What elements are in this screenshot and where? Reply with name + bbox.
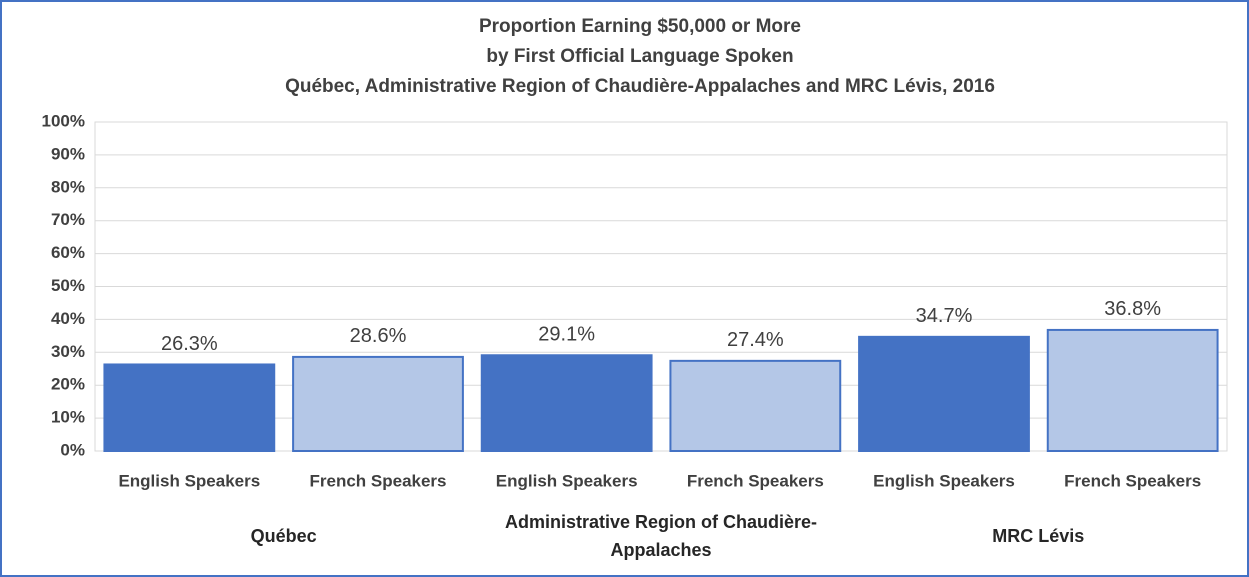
group-label: Administrative Region of Chaudière-Appal… xyxy=(504,512,818,560)
x-tick-label: French Speakers xyxy=(1064,471,1201,490)
x-tick-label: English Speakers xyxy=(873,471,1015,490)
y-tick-label: 0% xyxy=(60,440,85,459)
y-tick-label: 80% xyxy=(51,177,85,196)
bar xyxy=(292,355,464,453)
value-label: 36.8% xyxy=(1104,298,1161,320)
plot-border xyxy=(94,121,1228,452)
y-tick-label: 50% xyxy=(51,276,85,295)
value-label: 29.1% xyxy=(538,324,595,346)
x-tick-label: French Speakers xyxy=(687,471,824,490)
chart-title: Québec, Administrative Region of Chaudiè… xyxy=(285,76,995,97)
y-tick-label: 10% xyxy=(51,408,85,427)
x-tick-label: English Speakers xyxy=(118,471,260,490)
group-label: Québec xyxy=(250,526,317,546)
y-tick-label: 60% xyxy=(51,243,85,262)
bar xyxy=(1046,328,1219,453)
value-label: 34.7% xyxy=(916,305,973,327)
bar xyxy=(480,354,653,452)
y-tick-label: 30% xyxy=(51,342,85,361)
value-label: 28.6% xyxy=(350,325,407,347)
y-tick-label: 70% xyxy=(51,210,85,229)
y-tick-label: 100% xyxy=(42,111,85,130)
bar xyxy=(669,359,842,452)
x-tick-label: English Speakers xyxy=(496,471,638,490)
value-label: 26.3% xyxy=(161,333,218,355)
y-tick-label: 20% xyxy=(51,375,85,394)
chart-title: by First Official Language Spoken xyxy=(486,46,793,67)
bar xyxy=(858,335,1030,453)
x-tick-label: French Speakers xyxy=(309,471,446,490)
value-label: 27.4% xyxy=(727,329,784,351)
y-tick-label: 90% xyxy=(51,144,85,163)
y-tick-label: 40% xyxy=(51,309,85,328)
bar xyxy=(103,363,276,452)
chart-title: Proportion Earning $50,000 or More xyxy=(479,16,801,37)
group-label: MRC Lévis xyxy=(992,526,1085,546)
